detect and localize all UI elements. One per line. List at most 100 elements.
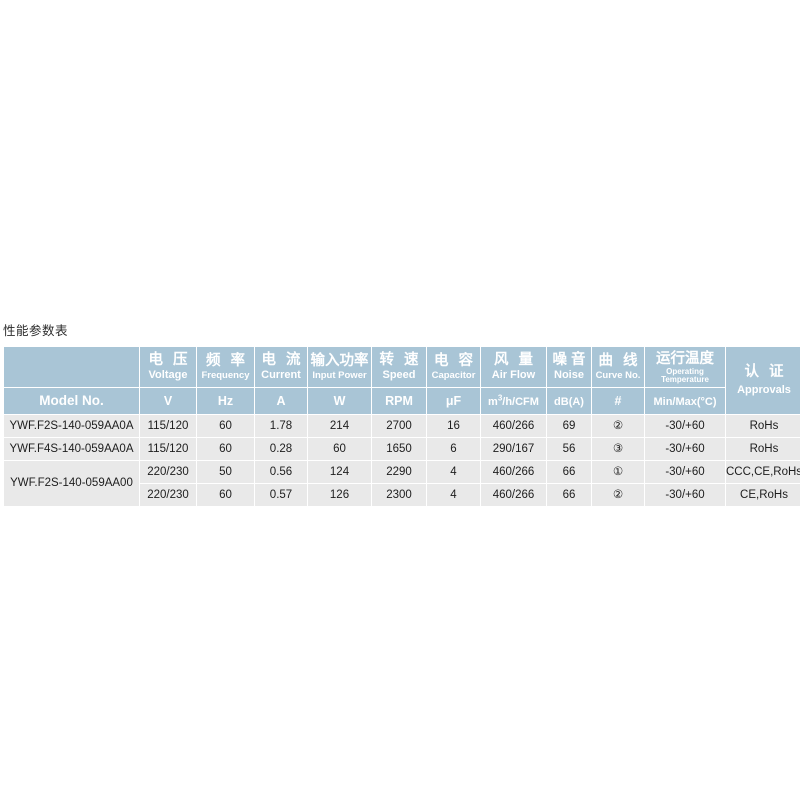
header-row-primary: 电 压 Voltage 频 率 Frequency 电 流 Current 输入… bbox=[4, 347, 800, 414]
table-row: YWF.F2S-140-059AA0A 115/120 60 1.78 214 … bbox=[4, 415, 800, 437]
header-en-operating-temperature-line1: Operating bbox=[666, 366, 704, 376]
header-cn-input-power: 输入功率 bbox=[310, 353, 369, 370]
header-cell-current: 电 流 Current bbox=[255, 347, 307, 387]
cell-noise: 56 bbox=[547, 438, 591, 460]
cell-curve-no: ② bbox=[592, 484, 644, 506]
header-unit-cell-speed: RPM bbox=[372, 388, 426, 414]
header-en-input-power: Input Power bbox=[312, 370, 367, 382]
header-unit-model-no: Model No. bbox=[39, 392, 104, 408]
cell-curve-no: ③ bbox=[592, 438, 644, 460]
header-row-units: Model No. V Hz A W RPM bbox=[4, 388, 800, 414]
header-unit-current: A bbox=[276, 393, 286, 408]
table-row: YWF.F4S-140-059AA0A 115/120 60 0.28 60 1… bbox=[4, 438, 800, 460]
cell-voltage: 115/120 bbox=[140, 415, 196, 437]
header-unit-speed: RPM bbox=[385, 393, 413, 408]
header-cn-curve-no: 曲 线 bbox=[598, 353, 641, 370]
cell-capacitor: 4 bbox=[427, 461, 480, 483]
header-cn-operating-temperature: 运行温度 bbox=[656, 350, 714, 367]
header-en-voltage: Voltage bbox=[148, 369, 188, 382]
cell-frequency: 50 bbox=[197, 461, 254, 483]
cell-curve-no: ① bbox=[592, 461, 644, 483]
cell-approvals: RoHs bbox=[726, 415, 800, 437]
cell-capacitor: 4 bbox=[427, 484, 480, 506]
header-cn-current: 电 流 bbox=[261, 352, 304, 369]
header-unit-cell-input-power: W bbox=[308, 388, 371, 414]
specification-table: 电 压 Voltage 频 率 Frequency 电 流 Current 输入… bbox=[3, 346, 800, 507]
cell-operating-temperature: -30/+60 bbox=[645, 415, 725, 437]
cell-operating-temperature: -30/+60 bbox=[645, 484, 725, 506]
header-unit-cell-voltage: V bbox=[140, 388, 196, 414]
cell-frequency: 60 bbox=[197, 415, 254, 437]
cell-current: 1.78 bbox=[255, 415, 307, 437]
cell-noise: 66 bbox=[547, 484, 591, 506]
cell-noise: 66 bbox=[547, 461, 591, 483]
header-unit-input-power: W bbox=[333, 393, 346, 408]
header-unit-cell-frequency: Hz bbox=[197, 388, 254, 414]
header-unit-capacitor: μF bbox=[445, 393, 462, 408]
header-en-current: Current bbox=[261, 369, 301, 382]
header-en-operating-temperature-line2: Temperature bbox=[661, 375, 709, 385]
header-en-frequency: Frequency bbox=[201, 370, 250, 382]
header-cell-model-blank bbox=[4, 347, 139, 387]
cell-frequency: 60 bbox=[197, 438, 254, 460]
cell-air-flow: 290/167 bbox=[481, 438, 546, 460]
header-unit-operating-temperature: Min/Max(°C) bbox=[653, 395, 717, 408]
header-cell-curve-no: 曲 线 Curve No. bbox=[592, 347, 644, 387]
cell-input-power: 124 bbox=[308, 461, 371, 483]
header-unit-cell-capacitor: μF bbox=[427, 388, 480, 414]
cell-speed: 2700 bbox=[372, 415, 426, 437]
header-unit-cell-air-flow: m3/h/CFM bbox=[481, 388, 546, 414]
cell-current: 0.56 bbox=[255, 461, 307, 483]
cell-current: 0.57 bbox=[255, 484, 307, 506]
specification-table-container: 电 压 Voltage 频 率 Frequency 电 流 Current 输入… bbox=[3, 346, 800, 507]
header-cell-approvals: 认 证 Approvals bbox=[726, 347, 800, 414]
cell-operating-temperature: -30/+60 bbox=[645, 461, 725, 483]
header-cell-voltage: 电 压 Voltage bbox=[140, 347, 196, 387]
header-unit-cell-operating-temperature: Min/Max(°C) bbox=[645, 388, 725, 414]
cell-speed: 2290 bbox=[372, 461, 426, 483]
header-cn-noise: 噪 音 bbox=[552, 352, 586, 369]
header-cell-model-no: Model No. bbox=[4, 388, 139, 414]
header-cell-noise: 噪 音 Noise bbox=[547, 347, 591, 387]
cell-air-flow: 460/266 bbox=[481, 415, 546, 437]
header-cell-air-flow: 风 量 Air Flow bbox=[481, 347, 546, 387]
cell-operating-temperature: -30/+60 bbox=[645, 438, 725, 460]
cell-voltage: 220/230 bbox=[140, 484, 196, 506]
page-title: 性能参数表 bbox=[3, 324, 69, 338]
cell-current: 0.28 bbox=[255, 438, 307, 460]
table-header: 电 压 Voltage 频 率 Frequency 电 流 Current 输入… bbox=[4, 347, 800, 414]
header-cn-air-flow: 风 量 bbox=[493, 352, 537, 369]
header-cell-speed: 转 速 Speed bbox=[372, 347, 426, 387]
cell-noise: 69 bbox=[547, 415, 591, 437]
header-en-capacitor: Capacitor bbox=[431, 370, 476, 382]
cell-input-power: 126 bbox=[308, 484, 371, 506]
header-cn-speed: 转 速 bbox=[379, 352, 422, 369]
header-cell-frequency: 频 率 Frequency bbox=[197, 347, 254, 387]
cell-approvals: CE,RoHs bbox=[726, 484, 800, 506]
cell-speed: 2300 bbox=[372, 484, 426, 506]
header-cell-operating-temperature: 运行温度 Operating Temperature bbox=[645, 347, 725, 387]
cell-curve-no: ② bbox=[592, 415, 644, 437]
header-unit-air-flow: m3/h/CFM bbox=[488, 392, 539, 408]
header-cell-capacitor: 电 容 Capacitor bbox=[427, 347, 480, 387]
cell-capacitor: 6 bbox=[427, 438, 480, 460]
table-row: YWF.F2S-140-059AA00 220/230 50 0.56 124 … bbox=[4, 461, 800, 506]
header-unit-cell-current: A bbox=[255, 388, 307, 414]
header-cell-input-power: 输入功率 Input Power bbox=[308, 347, 371, 387]
cell-input-power: 214 bbox=[308, 415, 371, 437]
header-unit-curve-no: # bbox=[614, 393, 622, 408]
header-unit-cell-curve-no: # bbox=[592, 388, 644, 414]
cell-model: YWF.F4S-140-059AA0A bbox=[4, 438, 139, 460]
cell-approvals: RoHs bbox=[726, 438, 800, 460]
cell-approvals: CCC,CE,RoHs bbox=[726, 461, 800, 483]
header-cn-frequency: 频 率 bbox=[205, 353, 249, 370]
header-en-air-flow: Air Flow bbox=[491, 369, 536, 382]
cell-model: YWF.F2S-140-059AA0A bbox=[4, 415, 139, 437]
header-cn-capacitor: 电 容 bbox=[433, 353, 477, 370]
table-row: 220/230 60 0.57 126 2300 4 460/266 66 ② … bbox=[4, 484, 800, 506]
header-cn-approvals: 认 证 bbox=[744, 364, 787, 381]
cell-air-flow: 460/266 bbox=[481, 461, 546, 483]
cell-input-power: 60 bbox=[308, 438, 371, 460]
header-en-noise: Noise bbox=[554, 369, 584, 382]
